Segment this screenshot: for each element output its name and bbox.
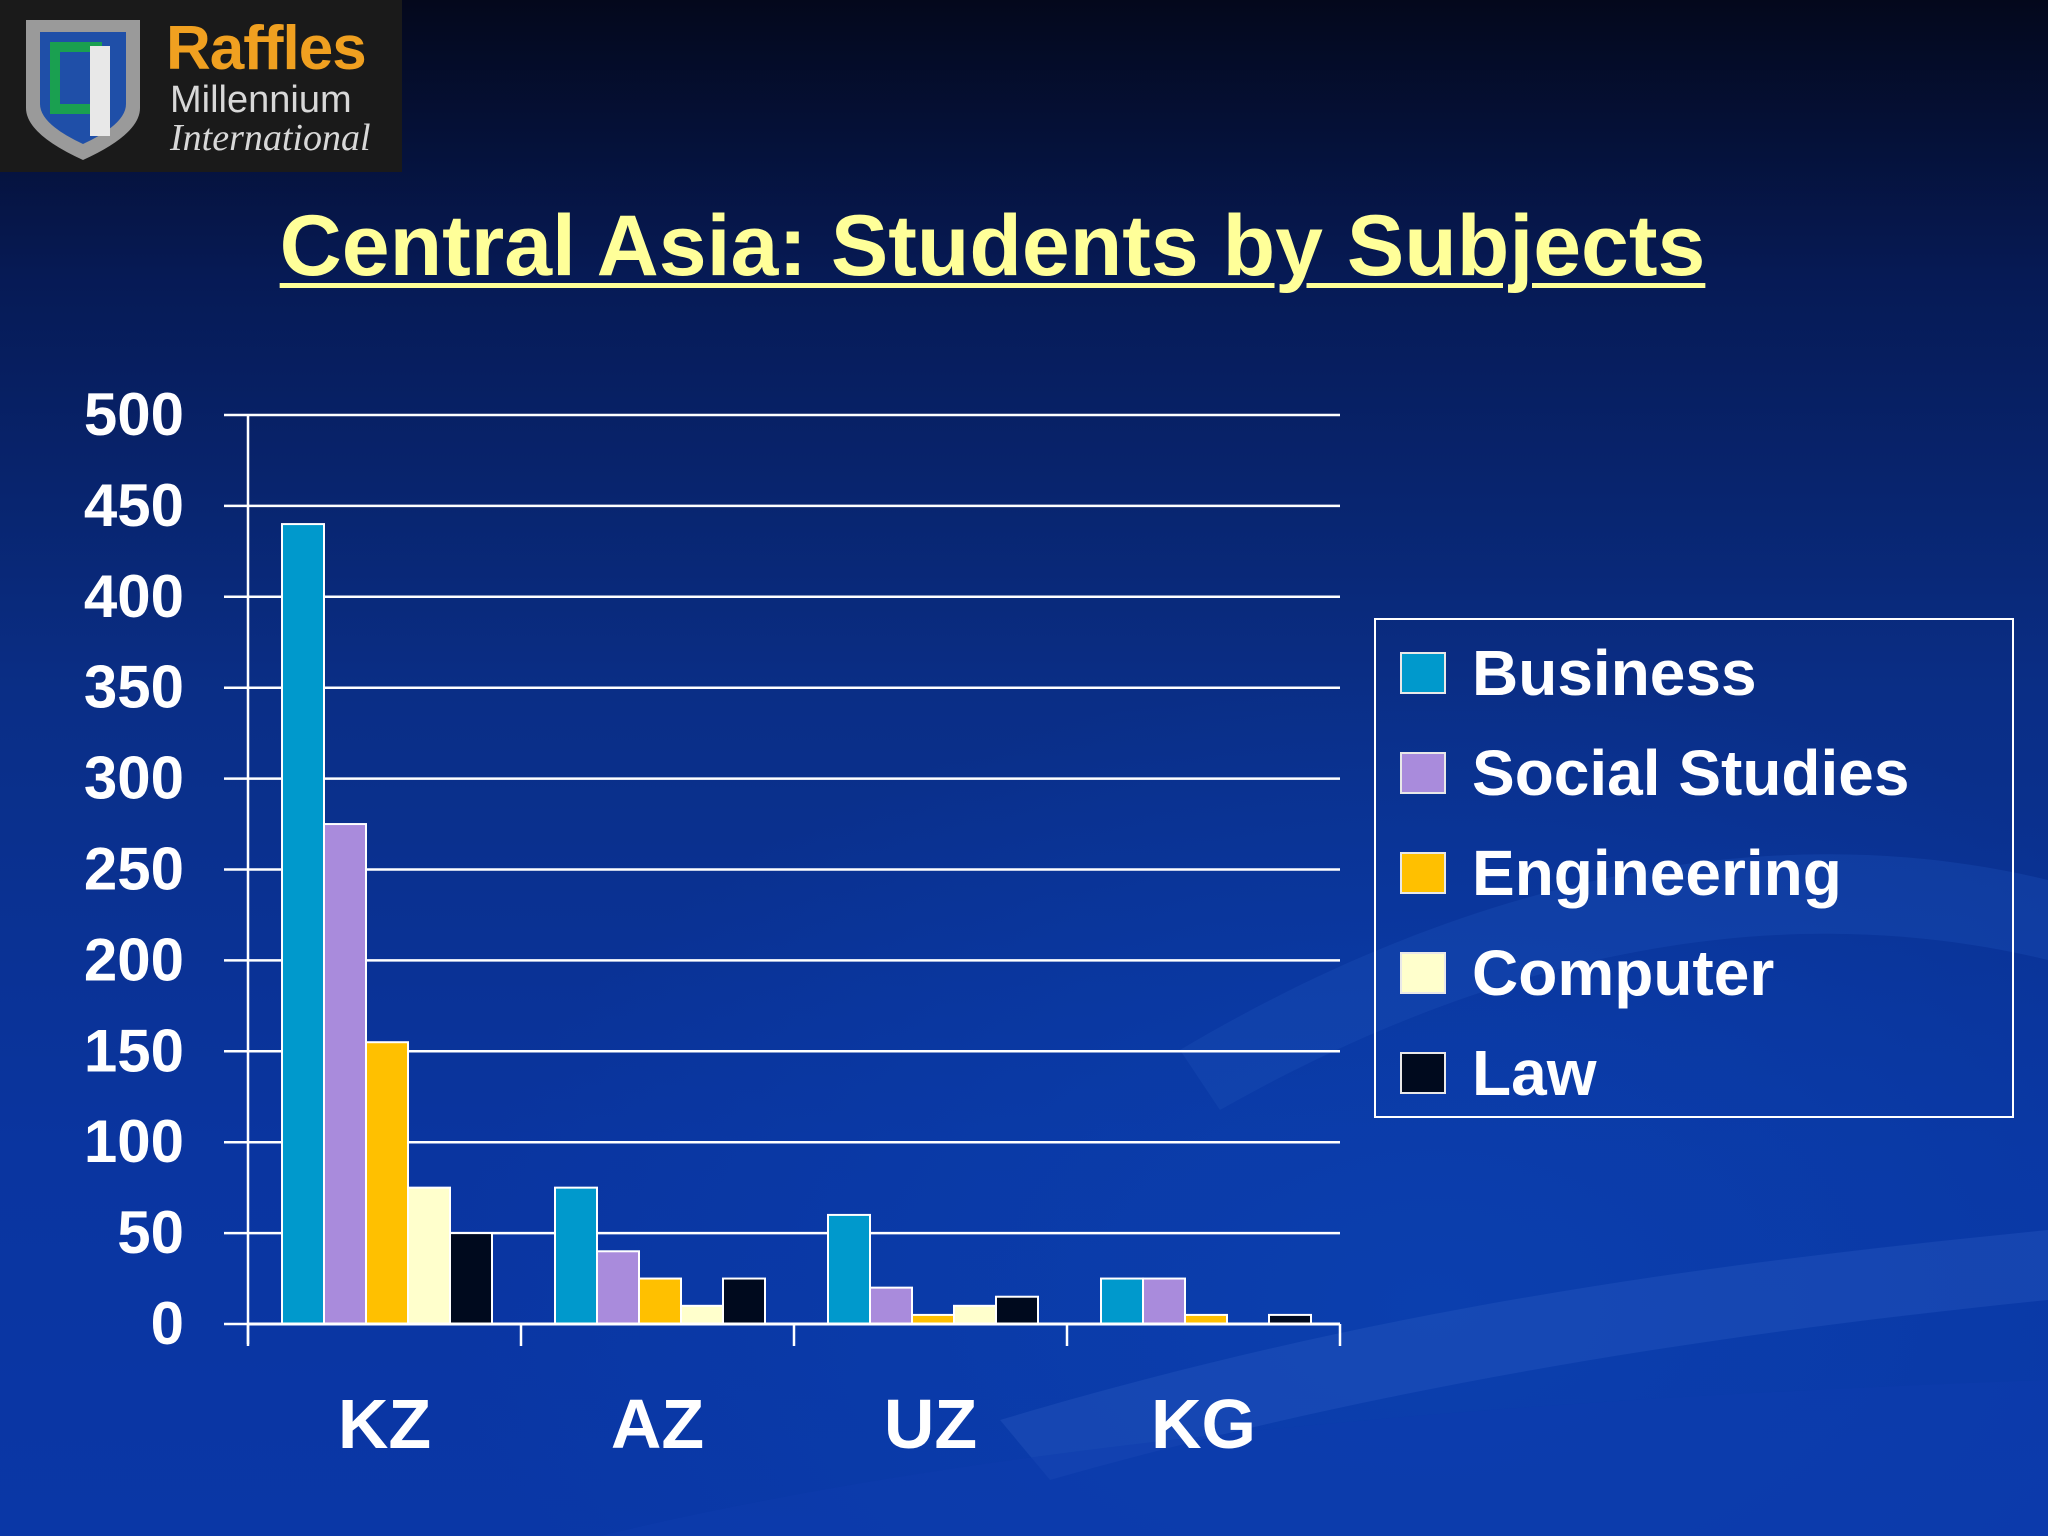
bar-business-uz <box>827 1213 871 1326</box>
bar-law-az <box>722 1277 766 1326</box>
legend-label: Law <box>1472 1037 1597 1109</box>
bar-social-studies-az <box>596 1250 640 1326</box>
logo-brand-name: Raffles <box>166 14 367 83</box>
y-tick-label: 350 <box>84 654 184 721</box>
logo-line-millennium: Millennium <box>170 79 352 121</box>
logo-line-international: International <box>170 117 371 159</box>
y-tick-label: 500 <box>84 381 184 448</box>
legend-swatch <box>1400 752 1446 794</box>
legend-label: Engineering <box>1472 837 1842 909</box>
legend-swatch <box>1400 952 1446 994</box>
y-tick-label: 0 <box>151 1290 184 1357</box>
raffles-logo: Raffles Millennium International <box>0 0 402 172</box>
y-tick-label: 50 <box>117 1199 184 1266</box>
y-tick-label: 200 <box>84 926 184 993</box>
bar-business-kg <box>1100 1277 1144 1326</box>
y-tick-label: 250 <box>84 836 184 903</box>
x-tick-label: AZ <box>611 1385 704 1463</box>
y-tick-label: 400 <box>84 563 184 630</box>
legend-label: Business <box>1472 637 1757 709</box>
chart-legend: Business Social Studies Engineering Compute… <box>1374 618 2014 1118</box>
legend-label: Computer <box>1472 937 1775 1009</box>
shield-icon <box>26 20 140 160</box>
bar-computer-az <box>680 1304 724 1325</box>
bar-computer-kz <box>407 1186 451 1326</box>
y-tick-label: 300 <box>84 745 184 812</box>
x-tick-label: UZ <box>884 1385 977 1463</box>
bar-social-studies-uz <box>869 1286 913 1326</box>
x-tick-label: KG <box>1151 1385 1256 1463</box>
legend-swatch <box>1400 852 1446 894</box>
bar-business-az <box>554 1186 598 1326</box>
chart-title: Central Asia: Students by Subjects <box>279 198 1706 294</box>
y-tick-label: 100 <box>84 1108 184 1175</box>
bar-business-kz <box>281 523 325 1325</box>
bar-engineering-az <box>638 1277 682 1326</box>
legend-swatch <box>1400 652 1446 694</box>
y-tick-label: 150 <box>84 1017 184 1084</box>
x-tick-label: KZ <box>338 1385 431 1463</box>
bar-engineering-kz <box>365 1041 409 1325</box>
bar-social-studies-kz <box>323 823 367 1325</box>
bar-social-studies-kg <box>1142 1277 1186 1326</box>
bar-computer-uz <box>953 1304 997 1325</box>
bar-law-uz <box>995 1295 1039 1325</box>
y-tick-label: 450 <box>84 472 184 539</box>
bar-law-kz <box>449 1232 493 1325</box>
legend-swatch <box>1400 1052 1446 1094</box>
legend-label: Social Studies <box>1472 737 1910 809</box>
